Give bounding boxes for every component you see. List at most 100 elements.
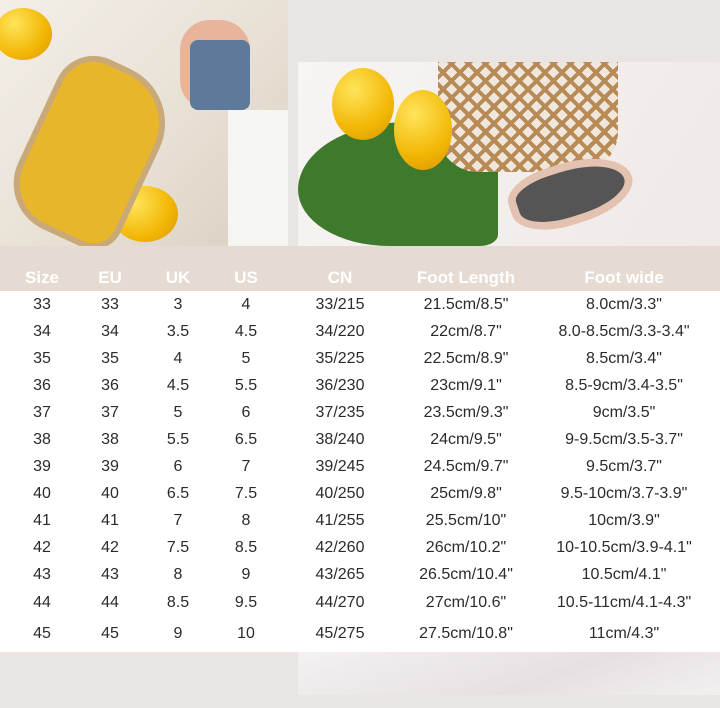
cell-eu: 37 (101, 404, 119, 421)
cell-eu: 40 (101, 485, 119, 502)
cell-uk: 8.5 (166, 594, 190, 611)
cell-foot-length: 25.5cm/10" (425, 512, 507, 529)
cell-uk: 7 (173, 512, 183, 529)
cell-uk: 8 (173, 566, 183, 583)
cell-cn: 37/235 (315, 404, 365, 421)
cell-foot-length: 22.5cm/8.9" (423, 350, 509, 367)
cell-size: 42 (33, 539, 51, 556)
cell-cn: 38/240 (315, 431, 365, 448)
cell-cn: 35/225 (315, 350, 365, 367)
header-foot-length: Foot Length (416, 268, 516, 287)
header-us: US (234, 268, 258, 287)
cell-us: 7 (241, 458, 251, 475)
cell-uk: 7.5 (166, 539, 190, 556)
cell-foot-wide: 9-9.5cm/3.5-3.7" (565, 431, 683, 448)
cell-foot-length: 23cm/9.1" (430, 377, 502, 394)
cell-cn: 45/275 (315, 625, 365, 642)
lemon (0, 8, 52, 60)
woven-bag (438, 62, 618, 172)
lemon-bag-sunglasses-photo (298, 62, 720, 246)
header-size: Size (24, 268, 60, 287)
header-cn: CN (327, 268, 353, 287)
cell-foot-length: 22cm/8.7" (430, 323, 502, 340)
cell-foot-wide: 10-10.5cm/3.9-4.1" (556, 539, 692, 556)
cell-us: 8.5 (234, 539, 258, 556)
lemon (394, 90, 452, 170)
cell-us: 9 (241, 566, 251, 583)
cell-eu: 43 (101, 566, 119, 583)
cell-foot-wide: 8.0-8.5cm/3.3-3.4" (558, 323, 690, 340)
cell-size: 34 (33, 323, 51, 340)
cell-size: 36 (33, 377, 51, 394)
cell-cn: 43/265 (315, 566, 365, 583)
cell-eu: 41 (101, 512, 119, 529)
cell-size: 37 (33, 404, 51, 421)
cell-us: 9.5 (234, 594, 258, 611)
cell-eu: 33 (101, 296, 119, 313)
cell-size: 45 (33, 625, 51, 642)
header-uk: UK (165, 268, 191, 287)
size-table (0, 291, 720, 652)
cell-foot-wide: 9.5-10cm/3.7-3.9" (560, 485, 688, 502)
cell-eu: 34 (101, 323, 119, 340)
cell-us: 7.5 (234, 485, 258, 502)
cell-cn: 34/220 (315, 323, 365, 340)
cell-size: 40 (33, 485, 51, 502)
cell-us: 5 (241, 350, 251, 367)
cell-foot-wide: 9.5cm/3.7" (586, 458, 662, 475)
cell-us: 10 (237, 625, 255, 642)
cell-uk: 6.5 (166, 485, 190, 502)
cell-eu: 39 (101, 458, 119, 475)
cell-size: 39 (33, 458, 51, 475)
cell-size: 35 (33, 350, 51, 367)
cell-uk: 4 (173, 350, 183, 367)
cell-us: 8 (241, 512, 251, 529)
cell-size: 33 (33, 296, 51, 313)
cell-eu: 35 (101, 350, 119, 367)
cell-foot-length: 23.5cm/9.3" (423, 404, 509, 421)
cell-foot-length: 27cm/10.6" (425, 594, 507, 611)
cell-eu: 45 (101, 625, 119, 642)
cell-foot-length: 21.5cm/8.5" (423, 296, 509, 313)
cell-eu: 42 (101, 539, 119, 556)
cell-foot-wide: 8.0cm/3.3" (586, 296, 662, 313)
cell-uk: 5.5 (166, 431, 190, 448)
cell-foot-wide: 10.5cm/4.1" (581, 566, 667, 583)
cell-uk: 9 (173, 625, 183, 642)
sandal-lemon-photo (0, 0, 288, 246)
cell-uk: 3.5 (166, 323, 190, 340)
cell-cn: 42/260 (315, 539, 365, 556)
cell-foot-length: 24cm/9.5" (430, 431, 502, 448)
magazine (228, 110, 288, 246)
cell-eu: 44 (101, 594, 119, 611)
cell-size: 38 (33, 431, 51, 448)
cell-foot-length: 26.5cm/10.4" (419, 566, 513, 583)
cell-us: 5.5 (234, 377, 258, 394)
cell-uk: 6 (173, 458, 183, 475)
fabric-photo (298, 652, 720, 695)
cell-foot-wide: 10.5-11cm/4.1-4.3" (556, 594, 692, 611)
cell-foot-length: 25cm/9.8" (430, 485, 502, 502)
cell-size: 41 (33, 512, 51, 529)
cell-us: 4.5 (234, 323, 258, 340)
cell-foot-length: 24.5cm/9.7" (423, 458, 509, 475)
lemon (332, 68, 394, 140)
cell-cn: 36/230 (315, 377, 365, 394)
cell-foot-wide: 9cm/3.5" (592, 404, 656, 421)
cell-size: 44 (33, 594, 51, 611)
cell-uk: 4.5 (166, 377, 190, 394)
cell-foot-length: 26cm/10.2" (425, 539, 507, 556)
cell-size: 43 (33, 566, 51, 583)
cell-foot-wide: 8.5-9cm/3.4-3.5" (565, 377, 683, 394)
cell-eu: 38 (101, 431, 119, 448)
cell-uk: 3 (173, 296, 183, 313)
table-header-band (0, 246, 720, 291)
cell-uk: 5 (173, 404, 183, 421)
cell-us: 4 (241, 296, 251, 313)
cell-cn: 41/255 (315, 512, 365, 529)
header-eu: EU (98, 268, 122, 287)
cell-foot-length: 27.5cm/10.8" (419, 625, 513, 642)
cell-foot-wide: 11cm/4.3" (588, 625, 660, 642)
cell-us: 6.5 (234, 431, 258, 448)
cell-us: 6 (241, 404, 251, 421)
